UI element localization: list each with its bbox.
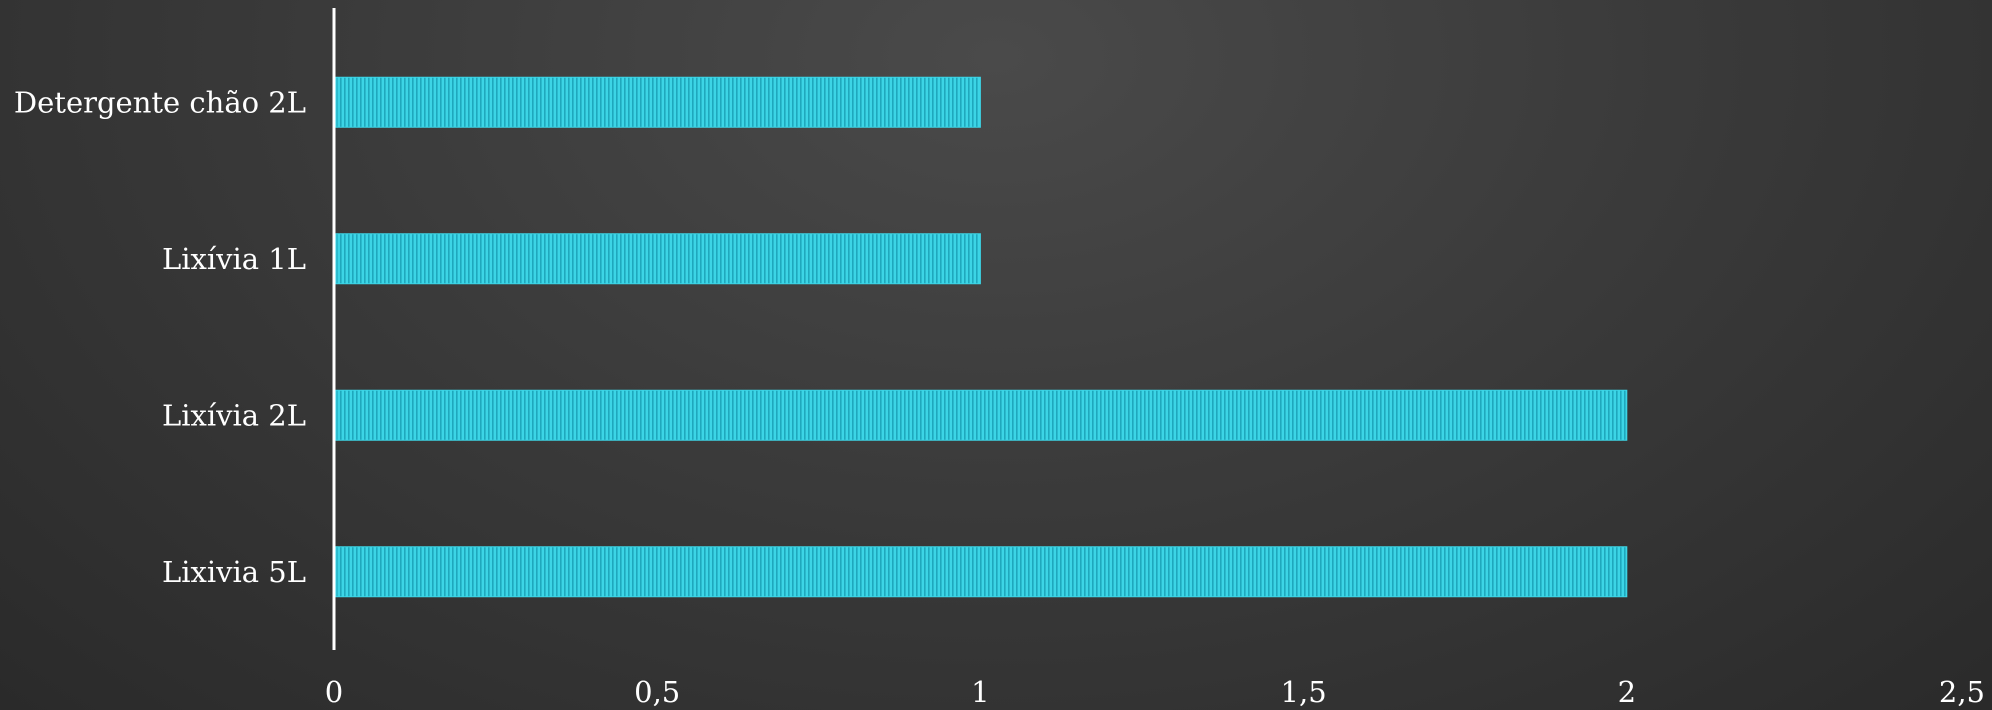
x-tick-label: 2,5 [1939,675,1985,709]
x-tick-label: 1 [971,675,989,709]
x-tick-label: 0 [325,675,343,709]
x-axis-tick-labels: 0 0,5 1 1,5 2 2,5 [325,675,1985,709]
category-label: Detergente chão 2L [14,85,306,119]
bar-1 [335,233,981,285]
bar-0 [335,76,981,128]
bar-2 [335,389,1628,441]
x-tick-label: 1,5 [1281,675,1327,709]
category-label: Lixivia 5L [162,555,306,589]
x-tick-label: 2 [1618,675,1636,709]
bars-group [335,76,1628,598]
category-label: Lixívia 2L [162,398,306,432]
bar-3 [335,546,1628,598]
x-tick-label: 0,5 [634,675,680,709]
category-labels: Detergente chão 2L Lixívia 1L Lixívia 2L Li… [14,85,306,589]
category-label: Lixívia 1L [162,242,306,276]
